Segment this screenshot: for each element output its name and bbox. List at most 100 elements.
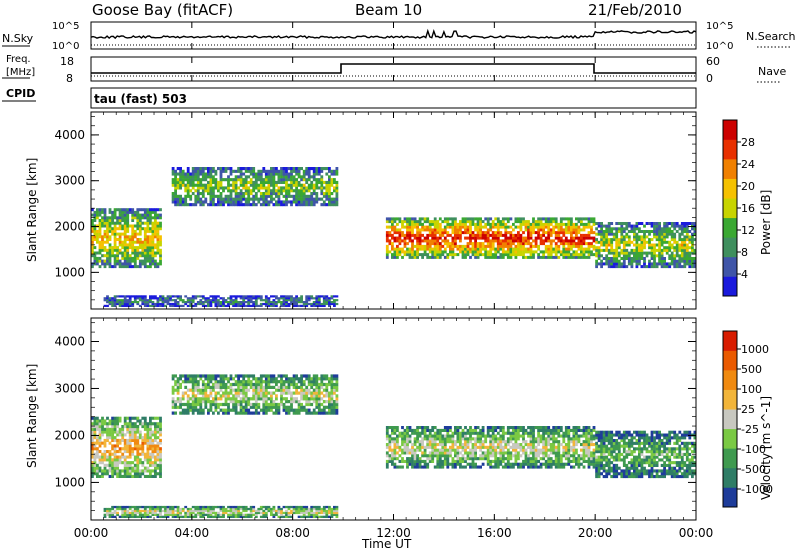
heatmap-cell-power: [391, 242, 394, 246]
heatmap-cell-power: [131, 229, 135, 233]
heatmap-cell-power: [549, 244, 553, 248]
heatmap-cell-power: [151, 224, 155, 228]
heatmap-cell-power: [136, 254, 140, 258]
heatmap-cell-power: [691, 235, 694, 239]
heatmap-cell-power: [466, 225, 470, 229]
heatmap-cell-power: [547, 236, 551, 240]
heatmap-cell-power: [633, 259, 636, 263]
heatmap-cell-power: [486, 244, 490, 248]
heatmap-cell-power: [229, 301, 233, 304]
heatmap-cell-velocity: [171, 405, 175, 409]
heatmap-cell-power: [595, 246, 598, 250]
heatmap-cell-velocity: [217, 402, 220, 407]
heatmap-cell-power: [519, 244, 523, 248]
heatmap-cell-power: [116, 301, 119, 304]
heatmap-cell-power: [222, 200, 225, 204]
heatmap-cell-power: [449, 250, 452, 254]
heatmap-cell-velocity: [138, 452, 142, 456]
heatmap-cell-velocity: [401, 437, 404, 441]
heatmap-cell-power: [98, 246, 102, 250]
heatmap-cell-power: [247, 302, 251, 306]
heatmap-cell-power: [524, 250, 528, 254]
heatmap-cell-power: [131, 295, 135, 298]
heatmap-cell-velocity: [270, 405, 273, 409]
heatmap-cell-power: [227, 183, 230, 187]
heatmap-cell-velocity: [194, 380, 198, 384]
heatmap-cell-velocity: [186, 374, 190, 378]
heatmap-cell-power: [290, 172, 293, 176]
heatmap-cell-power: [630, 262, 634, 266]
heatmap-cell-power: [549, 239, 553, 243]
heatmap-cell-velocity: [106, 509, 109, 513]
heatmap-cell-power: [328, 175, 331, 179]
heatmap-cell-velocity: [159, 422, 162, 426]
heatmap-cell-power: [446, 244, 450, 248]
heatmap-cell-power: [552, 239, 556, 243]
heatmap-cell-velocity: [242, 400, 246, 404]
heatmap-cell-power: [471, 242, 475, 246]
heatmap-cell-power: [522, 220, 525, 224]
heatmap-cell-power: [653, 235, 656, 239]
heatmap-cell-power: [295, 192, 298, 196]
heatmap-cell-power: [512, 242, 515, 246]
heatmap-cell-velocity: [128, 461, 132, 465]
heatmap-cell-power: [93, 254, 97, 258]
heatmap-cell-power: [151, 208, 155, 212]
heatmap-cell-power: [501, 222, 505, 226]
heatmap-cell-power: [446, 220, 450, 224]
heatmap-cell-power: [103, 262, 107, 266]
heatmap-cell-power: [156, 221, 160, 225]
heatmap-cell-power: [121, 251, 125, 255]
heatmap-cell-velocity: [96, 455, 99, 459]
heatmap-cell-velocity: [413, 462, 417, 466]
heatmap-cell-power: [519, 239, 523, 243]
heatmap-cell-power: [282, 200, 286, 204]
heatmap-cell-velocity: [229, 408, 233, 412]
heatmap-cell-velocity: [416, 459, 419, 463]
heatmap-cell-power: [189, 304, 193, 307]
heatmap-cell-power: [186, 172, 190, 176]
heatmap-cell-velocity: [181, 402, 185, 407]
heatmap-cell-power: [559, 253, 563, 257]
heatmap-cell-power: [254, 297, 258, 300]
heatmap-cell-velocity: [300, 408, 303, 412]
heatmap-cell-power: [320, 189, 324, 193]
heatmap-cell-power: [622, 246, 626, 250]
heatmap-cell-velocity: [320, 374, 324, 378]
heatmap-cell-velocity: [136, 505, 140, 509]
heatmap-cell-velocity: [312, 505, 316, 509]
heatmap-cell-power: [212, 189, 215, 193]
heatmap-cell-velocity: [146, 466, 150, 470]
heatmap-cell-power: [582, 233, 586, 237]
heatmap-cell-velocity: [179, 382, 182, 387]
heatmap-cell-velocity: [181, 411, 185, 415]
heatmap-cell-velocity: [328, 507, 331, 511]
heatmap-cell-velocity: [219, 382, 223, 387]
heatmap-cell-velocity: [302, 380, 306, 384]
heatmap-cell-velocity: [212, 402, 215, 407]
heatmap-cell-power: [121, 224, 125, 228]
heatmap-cell-velocity: [151, 441, 155, 445]
heatmap-cell-power: [322, 203, 326, 207]
heatmap-cell-power: [615, 254, 619, 258]
heatmap-cell-power: [527, 228, 530, 232]
heatmap-cell-power: [678, 265, 682, 269]
heatmap-cell-power: [640, 257, 644, 260]
heatmap-cell-velocity: [103, 509, 107, 513]
heatmap-cell-velocity: [330, 513, 334, 516]
heatmap-cell-power: [315, 194, 319, 198]
heatmap-cell-velocity: [254, 411, 258, 415]
heatmap-cell-power: [519, 247, 523, 251]
heatmap-cell-power: [146, 235, 150, 239]
heatmap-cell-power: [280, 200, 283, 204]
heatmap-cell-velocity: [244, 411, 248, 415]
heatmap-cell-power: [204, 183, 208, 187]
heatmap-cell-power: [217, 186, 220, 190]
heatmap-cell-power: [252, 169, 256, 173]
heatmap-cell-velocity: [328, 509, 331, 513]
heatmap-cell-velocity: [413, 428, 417, 432]
heatmap-cell-power: [123, 208, 127, 212]
heatmap-cell-velocity: [325, 505, 329, 509]
heatmap-cell-power: [673, 238, 677, 242]
heatmap-cell-velocity: [113, 466, 117, 470]
